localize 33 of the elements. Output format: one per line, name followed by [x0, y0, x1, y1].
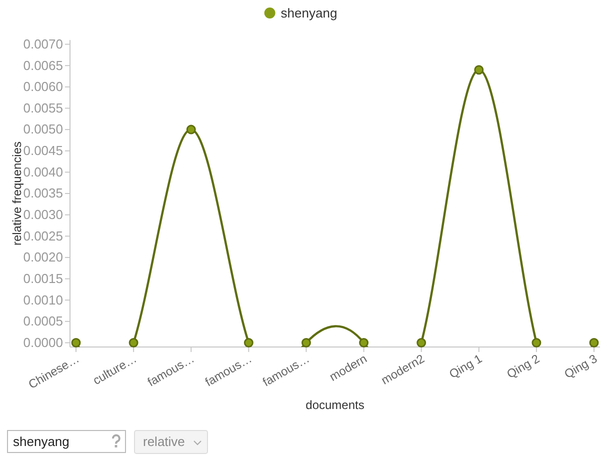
y-tick-label: 0.0015 — [23, 270, 63, 286]
y-tick-label: 0.0025 — [23, 228, 63, 244]
y-tick-label: 0.0070 — [23, 36, 63, 52]
point — [128, 338, 138, 348]
point — [532, 338, 542, 348]
y-tick-label: 0.0005 — [23, 314, 63, 329]
x-tick-label: Qing 1 — [446, 351, 485, 382]
x-axis-title: documents — [306, 398, 364, 412]
y-tick-label: 0.0045 — [23, 143, 63, 158]
point — [244, 338, 254, 348]
point — [474, 65, 484, 75]
y-tick-label: 0.0030 — [23, 206, 63, 222]
x-tick-label: Qing 3 — [562, 351, 600, 382]
point — [301, 338, 311, 348]
point — [359, 338, 369, 348]
y-axis-title: relative frequencies — [10, 141, 24, 246]
y-tick-label: 0.0065 — [23, 58, 63, 73]
x-tick-label: Qing 2 — [504, 351, 542, 382]
y-tick-label: 0.0010 — [23, 292, 63, 308]
legend-label: shenyang — [280, 6, 338, 20]
y-tick-label: 0.0000 — [23, 334, 63, 350]
y-tick-label: 0.0060 — [23, 79, 63, 94]
y-tick-label: 0.0050 — [23, 122, 63, 137]
dropdown-field: relative — [134, 430, 208, 454]
y-tick-label: 0.0040 — [23, 164, 63, 180]
point — [416, 338, 426, 348]
y-tick-label: 0.0035 — [23, 186, 63, 201]
point — [71, 338, 81, 348]
search-field: shenyang — [7, 430, 126, 453]
y-tick-label: 0.0055 — [23, 100, 63, 116]
point — [186, 124, 196, 134]
y-tick-label: 0.0020 — [23, 250, 63, 265]
point — [589, 338, 599, 348]
